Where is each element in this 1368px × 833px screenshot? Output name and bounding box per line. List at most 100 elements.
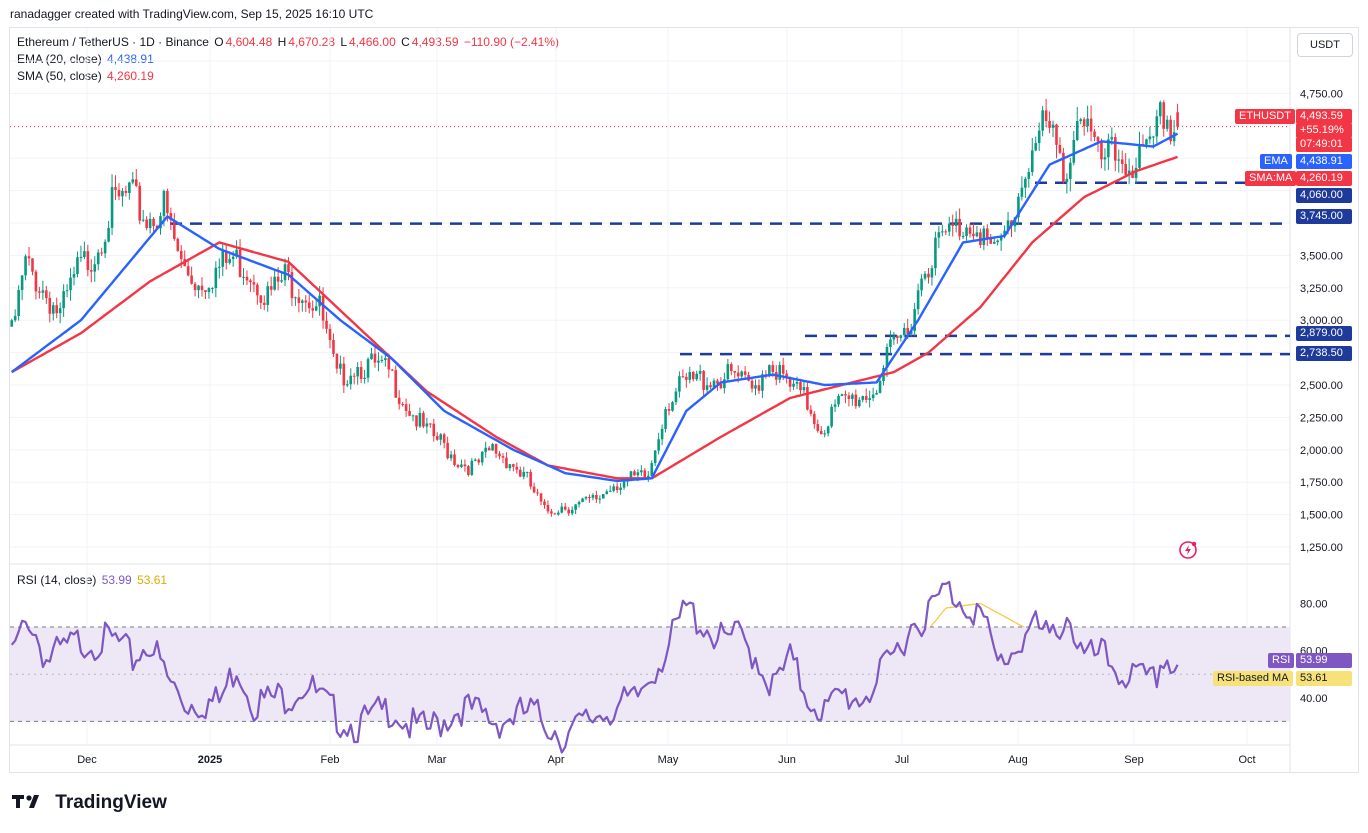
candle-body	[1124, 163, 1127, 175]
candle-body	[190, 275, 193, 284]
candle-body	[930, 268, 934, 278]
time-tick-label: Oct	[1238, 754, 1255, 766]
candle-body	[159, 216, 162, 229]
candle-body	[477, 459, 481, 463]
candle-body	[152, 218, 155, 226]
candle-body	[294, 297, 297, 299]
candle-body	[685, 376, 688, 380]
candle-body	[387, 358, 391, 370]
rsi-legend[interactable]: RSI (14, close) 53.99 53.61	[17, 573, 169, 587]
bolt-icon[interactable]	[1178, 540, 1198, 560]
candle-body	[117, 189, 121, 197]
candle-body	[145, 219, 148, 229]
candle-body	[411, 415, 415, 417]
price-tick-label: 1,750.00	[1300, 477, 1343, 489]
candle-body	[287, 264, 290, 273]
candle-body	[937, 232, 941, 238]
candle-body	[657, 439, 660, 451]
candle-body	[103, 241, 107, 254]
candle-body	[989, 237, 993, 244]
price-tick-label: 2,500.00	[1300, 380, 1343, 392]
candle-body	[615, 486, 619, 491]
candle-body	[217, 266, 221, 268]
candle-body	[162, 191, 166, 217]
level-2738-tag: 2,738.50	[1296, 346, 1352, 361]
candle-body	[1100, 141, 1103, 160]
ema-tag: EMA	[1260, 154, 1292, 169]
candle-body	[646, 475, 650, 478]
price-tick-label: 1,250.00	[1300, 542, 1343, 554]
candle-body	[93, 264, 97, 272]
candle-body	[622, 481, 626, 488]
candle-body	[325, 320, 328, 329]
currency-button[interactable]: USDT	[1297, 33, 1353, 57]
candle-body	[982, 228, 986, 245]
rsi-label: RSI (14, close)	[17, 573, 97, 587]
candle-body	[166, 191, 169, 214]
candle-body	[224, 251, 228, 263]
candle-body	[1003, 230, 1006, 237]
ema-legend[interactable]: EMA (20, close) 4,438.91	[17, 52, 156, 66]
candle-body	[114, 187, 117, 190]
candle-body	[588, 497, 591, 499]
candle-body	[13, 315, 17, 321]
candle-body	[1096, 137, 1100, 142]
candle-body	[1120, 159, 1124, 164]
close-value: 4,493.59	[411, 35, 459, 49]
candle-body	[242, 276, 245, 278]
candle-body	[1113, 137, 1117, 161]
sma-legend[interactable]: SMA (50, close) 4,260.19	[17, 69, 156, 83]
candle-body	[304, 300, 308, 303]
candle-body	[809, 409, 813, 414]
candle-body	[1117, 159, 1121, 161]
candle-body	[678, 376, 681, 392]
candle-body	[543, 501, 546, 505]
candle-body	[1024, 178, 1027, 188]
candle-body	[830, 406, 833, 427]
candle-body	[1086, 118, 1089, 127]
candle-body	[176, 238, 180, 251]
candle-body	[467, 466, 470, 475]
countdown-tag: 07:49:01	[1296, 137, 1352, 152]
candle-body	[186, 266, 190, 276]
candle-body	[429, 423, 432, 425]
high-value: 4,670.28	[288, 35, 336, 49]
candle-body	[484, 447, 487, 452]
candle-body	[134, 179, 138, 186]
candle-body	[449, 454, 453, 459]
candle-body	[377, 360, 380, 363]
candle-body	[719, 383, 723, 389]
candle-body	[816, 424, 820, 431]
sma-price-tag: 4,260.19	[1296, 171, 1352, 186]
candle-body	[674, 391, 678, 403]
rsi-tick-label: 40.00	[1300, 693, 1328, 705]
candle-body	[384, 358, 387, 360]
candle-body	[276, 276, 280, 282]
candle-body	[58, 308, 62, 314]
candle-body	[345, 384, 349, 386]
candle-body	[896, 335, 899, 338]
ema-price-tag: 4,438.91	[1296, 154, 1352, 169]
candle-body	[1017, 196, 1020, 218]
candle-body	[38, 291, 41, 293]
tradingview-logo: TradingView	[12, 792, 167, 814]
candle-body	[754, 385, 757, 389]
candle-body	[1058, 144, 1062, 153]
candle-body	[525, 471, 529, 473]
candle-body	[892, 335, 896, 340]
candle-body	[252, 282, 256, 285]
candle-body	[231, 256, 235, 260]
candle-body	[954, 218, 958, 226]
candle-body	[688, 372, 692, 380]
candle-body	[418, 412, 422, 427]
candle-body	[453, 454, 456, 466]
candle-body	[1075, 121, 1079, 140]
candle-body	[792, 383, 795, 387]
symbol-legend[interactable]: Ethereum / TetherUS · 1D · Binance O 4,60…	[17, 35, 561, 49]
rsi-tag: RSI	[1268, 653, 1295, 668]
candle-body	[723, 379, 726, 389]
candle-body	[788, 378, 792, 387]
candle-body	[262, 302, 266, 305]
candle-body	[221, 251, 225, 267]
